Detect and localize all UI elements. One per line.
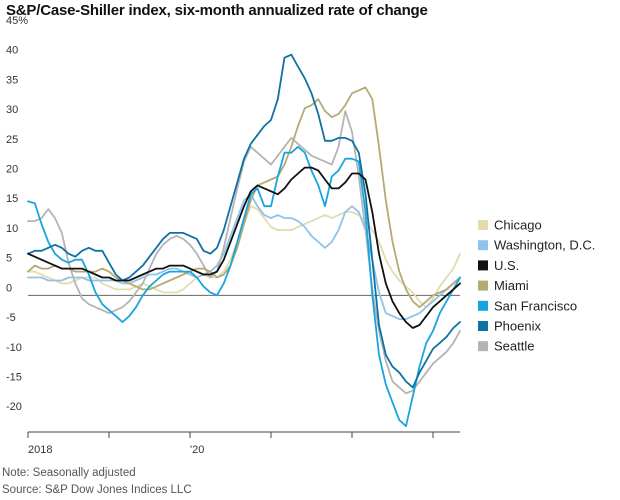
y-tick-label: -5 — [6, 312, 16, 324]
series-line-phoenix — [27, 53, 461, 389]
legend-swatch — [478, 280, 488, 291]
x-tick-label: 2018 — [28, 444, 52, 456]
y-tick-label: 40 — [6, 45, 18, 57]
legend-swatch — [478, 220, 488, 230]
y-axis: -20 -15 -10 -5 0 5 10 15 20 25 30 35 40 45% — [6, 15, 460, 413]
legend-label: Miami — [494, 278, 529, 293]
y-tick-label: -15 — [6, 371, 22, 383]
y-tick-label: -20 — [6, 401, 22, 413]
x-tick-label: '20 — [190, 444, 204, 456]
series-line-u-s — [27, 166, 461, 329]
legend-swatch — [478, 300, 488, 311]
y-tick-label: 15 — [6, 193, 18, 205]
chart-title: S&P/Case-Shiller index, six-month annual… — [6, 2, 428, 19]
y-tick-label: 25 — [6, 134, 18, 146]
legend-swatch — [478, 260, 488, 271]
y-tick-label: 35 — [6, 74, 18, 86]
legend: Chicago Washington, D.C. U.S. Miami San Fran… — [478, 218, 595, 354]
y-tick-label: 20 — [6, 163, 18, 175]
y-tick-label: 0 — [6, 282, 12, 294]
legend-label: Seattle — [494, 339, 534, 354]
y-tick-label: 45% — [6, 15, 28, 27]
legend-swatch — [478, 321, 488, 331]
y-tick-label: 30 — [6, 104, 18, 116]
y-tick-label: 5 — [6, 253, 12, 265]
series-line-miami — [27, 86, 461, 309]
legend-swatch — [478, 341, 488, 352]
legend-label: Phoenix — [494, 319, 541, 334]
chart-source: Source: S&P Dow Jones Indices LLC — [2, 484, 192, 496]
legend-label: U.S. — [494, 258, 519, 273]
series-line-san-francisco — [27, 145, 461, 428]
series-line-washington-d-c — [27, 193, 461, 321]
legend-label: Chicago — [494, 218, 542, 233]
x-axis: 2018 '20 — [27, 431, 460, 456]
chart-note: Note: Seasonally adjusted — [2, 467, 136, 479]
y-tick-label: 10 — [6, 223, 18, 235]
legend-label: Washington, D.C. — [494, 238, 595, 253]
legend-label: San Francisco — [494, 298, 577, 313]
y-tick-label: -10 — [6, 342, 22, 354]
legend-swatch — [478, 240, 488, 251]
series-lines — [27, 53, 461, 428]
